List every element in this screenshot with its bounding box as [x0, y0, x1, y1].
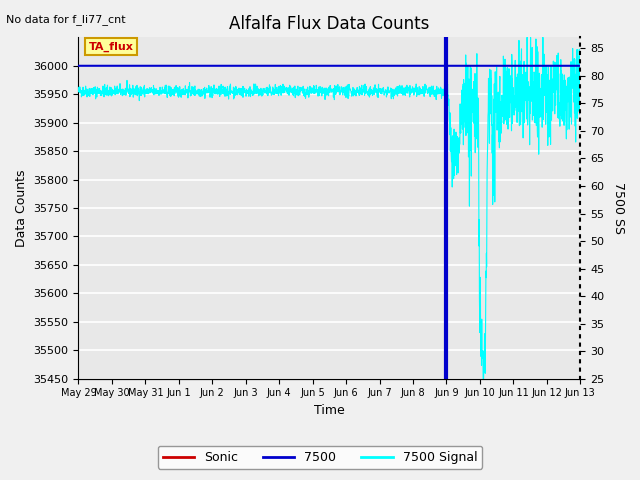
Text: TA_flux: TA_flux: [88, 41, 133, 51]
Legend: Sonic, 7500, 7500 Signal: Sonic, 7500, 7500 Signal: [158, 446, 482, 469]
X-axis label: Time: Time: [314, 404, 345, 417]
Y-axis label: 7500 SS: 7500 SS: [612, 182, 625, 234]
Title: Alfalfa Flux Data Counts: Alfalfa Flux Data Counts: [229, 15, 429, 33]
Text: No data for f_li77_cnt: No data for f_li77_cnt: [6, 14, 126, 25]
Y-axis label: Data Counts: Data Counts: [15, 169, 28, 247]
